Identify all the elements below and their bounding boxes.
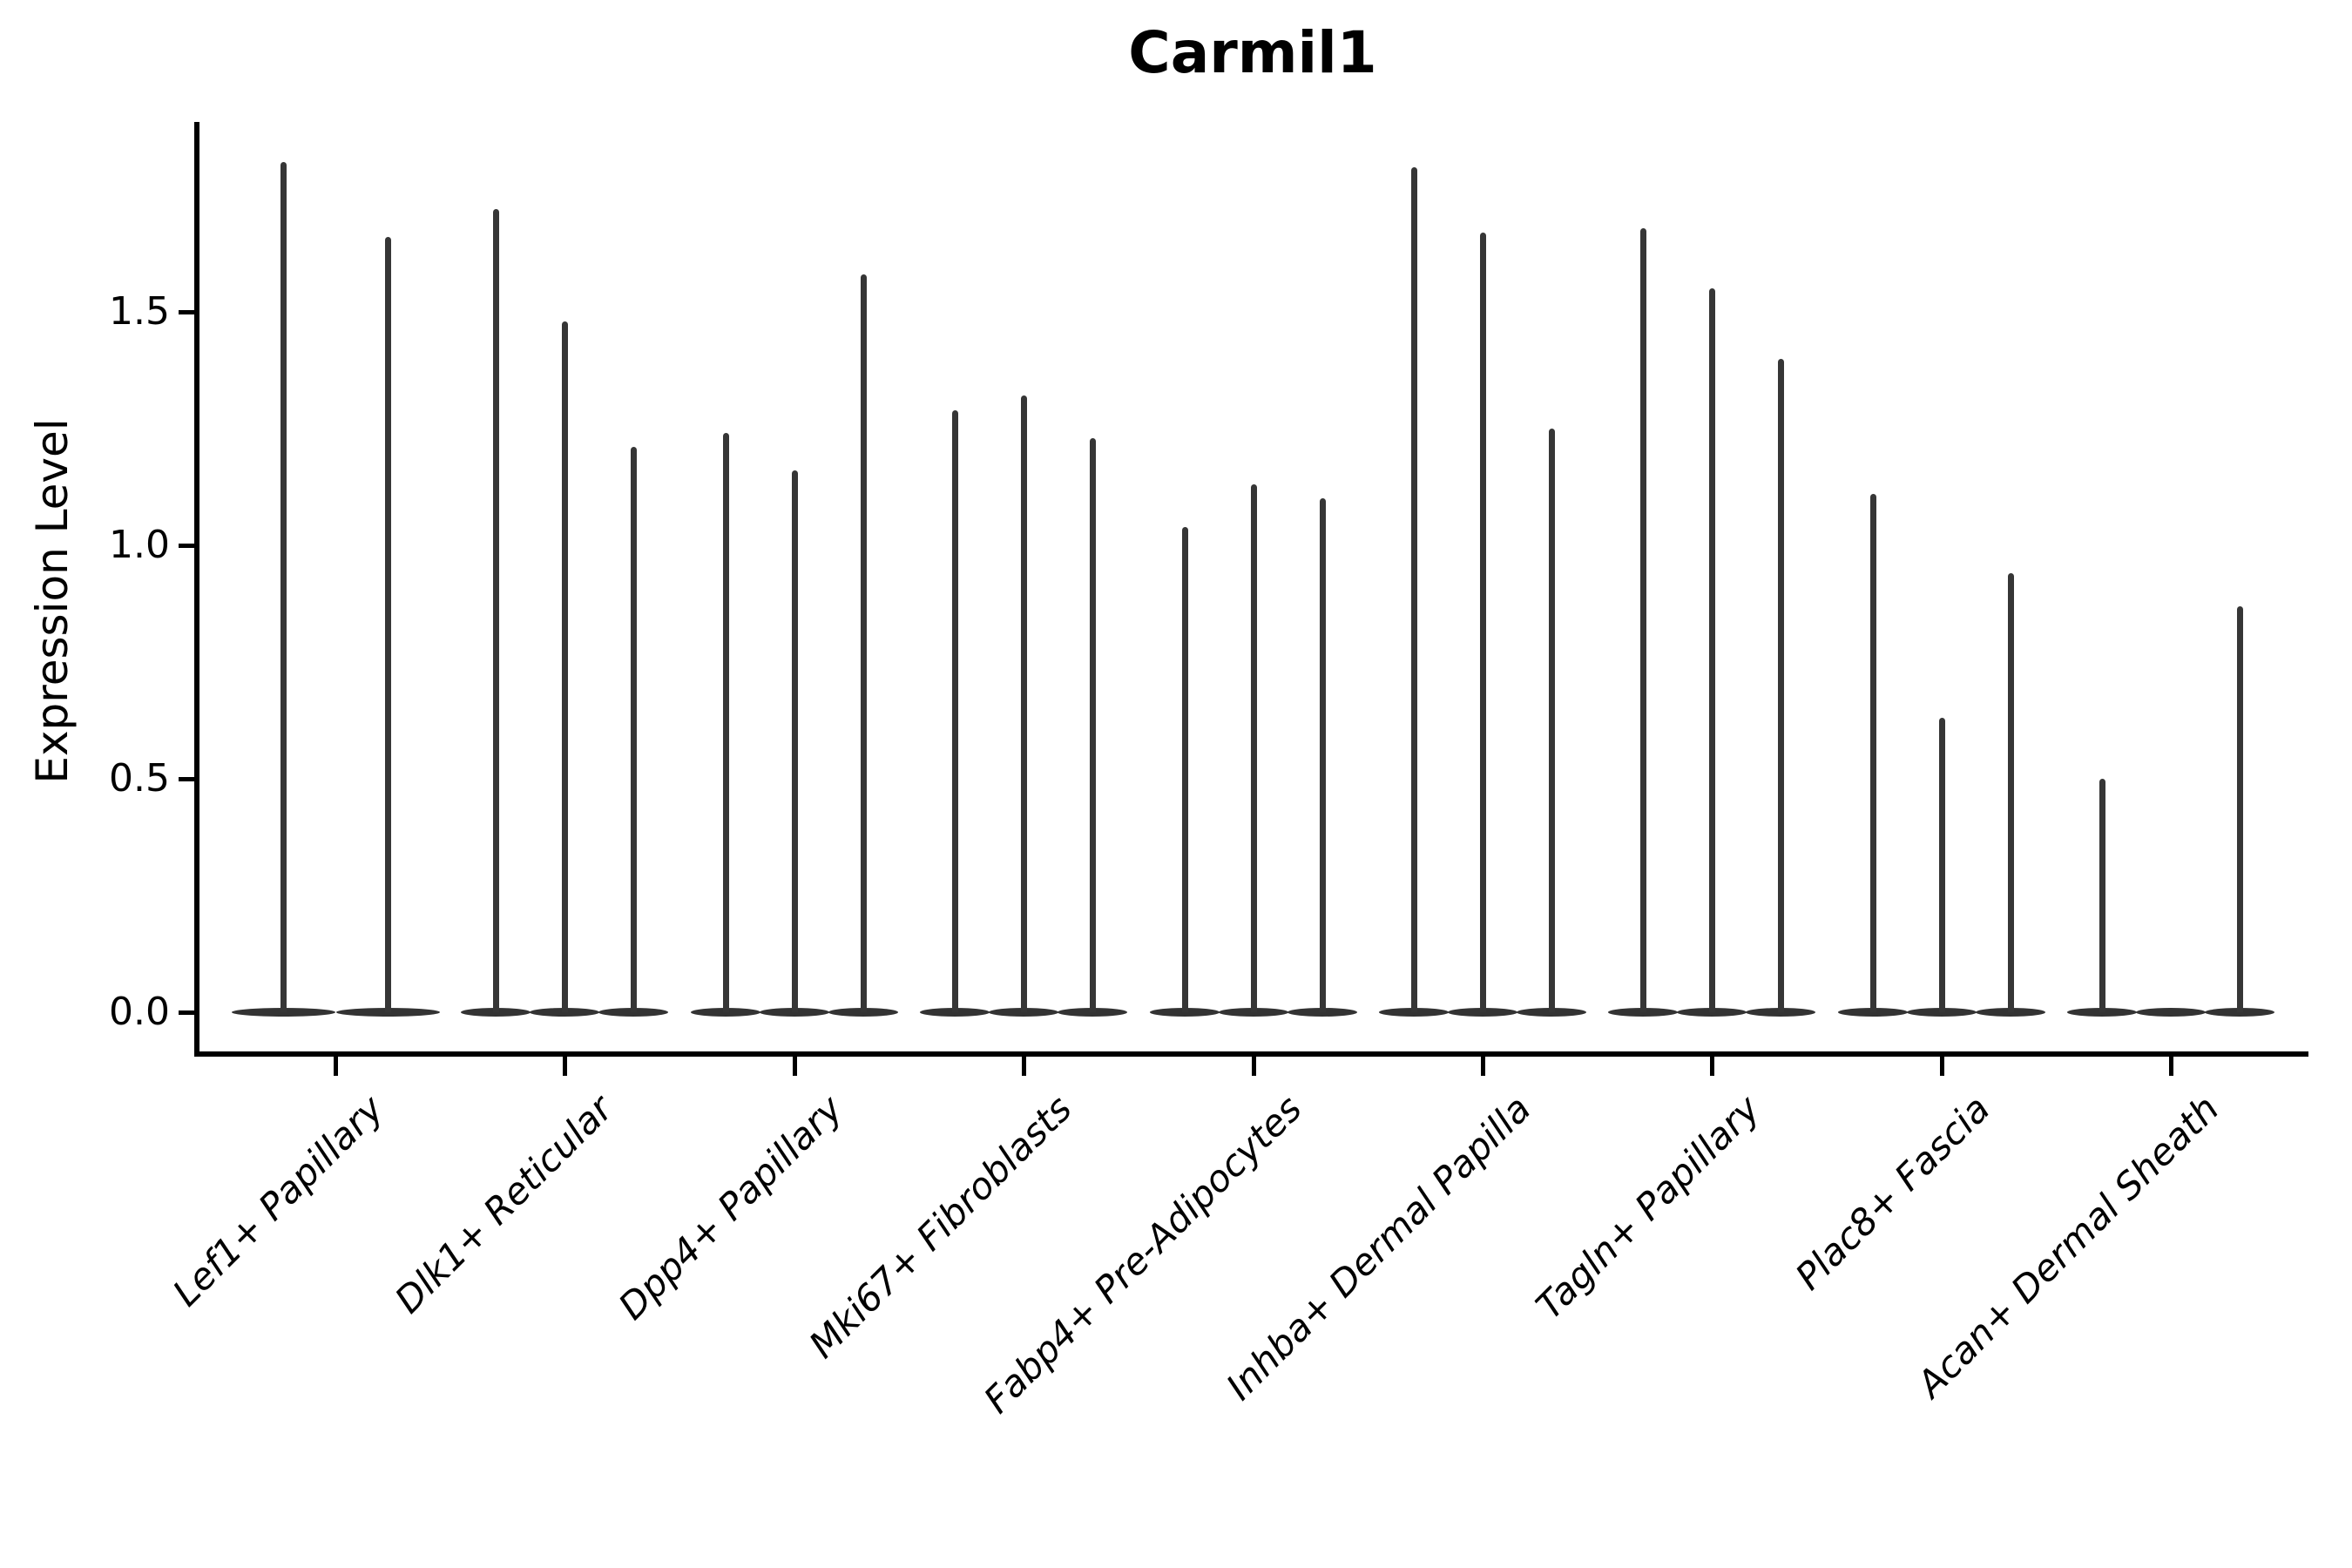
violin-base (1058, 1008, 1128, 1017)
x-axis-category-label: Dpp4+ Papillary (610, 1087, 851, 1328)
violin-base (828, 1008, 898, 1017)
violin-spike (860, 274, 867, 1012)
violin-spike (952, 409, 959, 1012)
violin-base (2205, 1008, 2275, 1017)
violin-base (1517, 1008, 1586, 1017)
violin-spike (2007, 573, 2014, 1012)
y-tick-mark (179, 310, 194, 314)
violin-base (1837, 1008, 1908, 1017)
violin-base (335, 1008, 440, 1017)
x-tick-mark (563, 1057, 568, 1076)
violin-base (461, 1008, 531, 1017)
violin-spike (1021, 395, 1028, 1012)
violin-spike (280, 162, 287, 1012)
y-tick-label: 0.5 (109, 756, 170, 801)
x-tick-mark (1939, 1057, 1944, 1076)
violin-base (1608, 1008, 1679, 1017)
chart-title: Carmil1 (1128, 19, 1377, 86)
violin-spike (1480, 232, 1486, 1012)
violin-base (2136, 1008, 2207, 1017)
violin-spike (1090, 437, 1097, 1012)
violin-base (759, 1008, 829, 1017)
violin-base (1218, 1008, 1288, 1017)
y-tick-mark (179, 1010, 194, 1015)
violin-spike (1250, 484, 1257, 1012)
x-tick-mark (2169, 1057, 2174, 1076)
violin-base (1448, 1008, 1517, 1017)
violin-base (231, 1008, 335, 1017)
y-tick-label: 1.0 (109, 523, 170, 567)
x-tick-mark (1710, 1057, 1715, 1076)
violin-base (690, 1008, 760, 1017)
violin-spike (791, 470, 798, 1012)
x-axis-category-label: Plac8+ Fascia (1787, 1087, 1998, 1299)
violin-spike (1640, 227, 1647, 1012)
violin-spike (631, 447, 638, 1012)
violin-base (1677, 1008, 1747, 1017)
violin-spike (1181, 526, 1188, 1012)
violin-spike (1709, 288, 1716, 1012)
violin-base (1149, 1008, 1220, 1017)
x-axis-category-label: Lef1+ Papillary (164, 1087, 392, 1315)
violin-base (920, 1008, 990, 1017)
violin-spike (1411, 166, 1417, 1012)
y-tick-mark (179, 544, 194, 548)
violin-base (1287, 1008, 1357, 1017)
y-tick-mark (179, 777, 194, 781)
violin-spike (1938, 718, 1945, 1012)
y-axis-label: Expression Level (27, 418, 78, 784)
violin-base (1975, 1008, 2045, 1017)
violin-spike (1778, 358, 1785, 1012)
violin-base (2067, 1008, 2138, 1017)
violin-spike (562, 321, 569, 1012)
x-axis-category-label: Mki67+ Fibroblasts (801, 1087, 1080, 1367)
x-tick-mark (1481, 1057, 1485, 1076)
violin-spike (722, 433, 729, 1012)
y-tick-label: 0.0 (109, 990, 170, 1034)
violin-spike (1549, 429, 1555, 1012)
x-axis-category-label: Dlk1+ Reticular (387, 1087, 622, 1321)
violin-base (989, 1008, 1059, 1017)
y-tick-label: 1.5 (109, 289, 170, 334)
violin-spike (493, 209, 500, 1012)
violin-base (598, 1008, 669, 1017)
violin-spike (2099, 779, 2106, 1012)
violin-spike (385, 237, 391, 1012)
violin-spike (1319, 498, 1326, 1012)
x-tick-mark (334, 1057, 338, 1076)
x-axis-category-label: Tagln+ Papillary (1528, 1087, 1769, 1328)
violin-base (1379, 1008, 1449, 1017)
y-axis-spine (194, 122, 199, 1057)
x-tick-mark (1022, 1057, 1027, 1076)
violin-base (530, 1008, 600, 1017)
x-tick-mark (792, 1057, 797, 1076)
violin-spike (1869, 494, 1876, 1012)
violin-spike (2237, 605, 2244, 1012)
violin-base (1906, 1008, 1977, 1017)
x-tick-mark (1251, 1057, 1256, 1076)
violin-base (1746, 1008, 1816, 1017)
x-axis-spine (194, 1051, 2308, 1057)
